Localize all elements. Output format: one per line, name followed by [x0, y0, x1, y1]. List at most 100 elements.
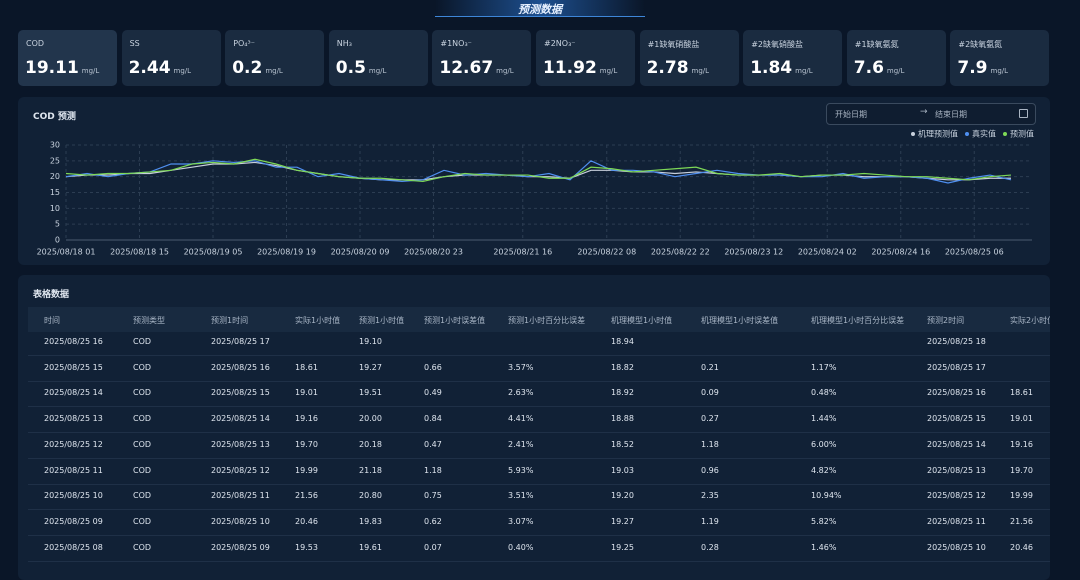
series-line	[65, 158, 1012, 183]
card-value: 0.2 mg/L	[232, 58, 283, 78]
metric-card: COD 19.11 mg/L	[18, 30, 117, 86]
card-number: 19.11	[25, 58, 79, 78]
table-header-cell: 机理模型1小时百分比误差	[811, 316, 905, 325]
table-cell: 1.19	[701, 516, 719, 526]
chart-panel	[18, 97, 1050, 265]
y-tick-label: 25	[50, 156, 60, 165]
legend-swatch	[965, 132, 969, 136]
table-cell: 0.07	[424, 542, 442, 552]
row-divider	[28, 355, 1050, 356]
card-label: NH₃	[336, 39, 353, 48]
table-cell: 2025/08/25 13	[927, 465, 986, 475]
x-tick-label: 2025/08/22 08	[577, 248, 636, 257]
table-cell: 2025/08/25 18	[927, 337, 986, 346]
table-cell: 2025/08/25 14	[211, 414, 270, 424]
card-value: 7.9 mg/L	[957, 58, 1008, 78]
table-cell: 19.70	[295, 439, 318, 449]
table-cell: 19.20	[611, 491, 634, 501]
card-number: 0.5	[335, 58, 366, 78]
table-header-cell: 预测1小时值	[359, 316, 405, 325]
card-label: #2缺氧硝酸盐	[751, 40, 803, 49]
metric-card: NH₃ 0.5 mg/L	[328, 30, 428, 86]
card-number: 1.84	[750, 58, 793, 78]
table-cell: COD	[133, 542, 152, 552]
table-cell: 2025/08/25 13	[211, 439, 270, 449]
y-tick-label: 5	[55, 220, 60, 229]
card-number: 0.2	[232, 58, 263, 78]
date-picker[interactable]	[826, 103, 1036, 125]
row-divider	[28, 457, 1050, 459]
table-cell: COD	[133, 516, 152, 526]
table-cell: 1.17%	[811, 362, 837, 372]
table-cell: 18.92	[611, 388, 634, 398]
card-label: COD	[26, 39, 45, 48]
table-cell: 19.16	[1010, 439, 1033, 449]
card-label: #1NO₃⁻	[440, 39, 472, 48]
table-cell: 10.94%	[811, 491, 842, 501]
table-cell: 1.18	[424, 465, 442, 475]
card-value: 19.11 mg/L	[25, 58, 99, 78]
legend-label: 真实值	[972, 129, 996, 139]
table-cell: 2025/08/25 09	[211, 542, 270, 552]
table-cell: 2.41%	[508, 439, 534, 449]
table-cell: 0.49	[424, 388, 442, 398]
table-header-cell: 实际2小时值	[1010, 316, 1050, 325]
start-date[interactable]: 开始日期	[835, 110, 867, 119]
x-tick-label: 2025/08/18 15	[110, 248, 169, 257]
table-cell: 2025/08/25 14	[44, 388, 103, 398]
table-cell: 20.80	[359, 491, 382, 501]
end-date[interactable]: 结束日期	[935, 110, 967, 119]
table-cell: 0.27	[701, 414, 719, 424]
metric-card: #1NO₃⁻ 12.67 mg/L	[432, 30, 532, 86]
header-title: 预测数据	[518, 3, 562, 16]
table-cell: 0.84	[424, 414, 442, 424]
table-cell: 2025/08/25 16	[927, 388, 986, 398]
table-cell: COD	[133, 414, 152, 424]
table-cell: 2025/08/25 11	[211, 491, 270, 501]
table-cell: 0.47	[424, 439, 442, 449]
card-unit: mg/L	[173, 67, 192, 75]
table-cell: 19.53	[295, 542, 318, 552]
table-cell: 0.28	[701, 542, 719, 552]
table-cell: 1.18	[701, 439, 719, 449]
calendar-icon[interactable]	[1019, 109, 1028, 118]
legend-swatch	[1003, 132, 1007, 136]
table-cell: 2025/08/25 10	[927, 542, 986, 552]
card-value: 2.44 mg/L	[129, 58, 191, 78]
table-cell: 2025/08/25 16	[44, 337, 103, 346]
card-unit: mg/L	[265, 67, 283, 75]
table-cell: 2025/08/25 16	[211, 362, 270, 372]
table-cell: 0.48%	[811, 388, 837, 398]
table-cell: 18.94	[611, 337, 634, 346]
table-cell: 19.99	[295, 465, 318, 475]
table-cell: 2025/08/25 08	[44, 542, 103, 552]
arrow-icon: →	[920, 107, 928, 117]
metric-card: SS 2.44 mg/L	[121, 30, 221, 86]
table-cell: 19.25	[611, 542, 634, 552]
table-cell: 19.61	[359, 542, 382, 552]
metric-card: #2缺氧硝酸盐 1.84 mg/L	[743, 30, 843, 86]
table-cell: 2025/08/25 12	[927, 491, 986, 501]
table-cell: 5.82%	[811, 516, 837, 526]
table-header-band	[28, 307, 1050, 332]
table-cell: 2025/08/25 11	[44, 465, 103, 475]
table-cell: 2025/08/25 14	[927, 439, 986, 449]
table-cell: 2025/08/25 17	[211, 337, 270, 346]
table-title: 表格数据	[33, 290, 70, 300]
card-number: 2.78	[646, 58, 689, 78]
x-tick-label: 2025/08/24 16	[871, 248, 930, 257]
card-value: 1.84 mg/L	[750, 58, 812, 78]
table-cell: 2025/08/25 09	[44, 516, 103, 526]
legend-label: 机理预测值	[918, 129, 958, 139]
card-unit: mg/L	[990, 67, 1009, 75]
table-cell: 19.01	[295, 388, 318, 398]
table-cell: 2025/08/25 10	[211, 516, 270, 526]
table-cell: 3.57%	[508, 362, 534, 372]
table-cell: 3.07%	[508, 516, 534, 526]
card-number: 2.44	[128, 58, 171, 78]
table-cell: COD	[133, 465, 152, 475]
card-label: #1缺氧硝酸盐	[647, 40, 700, 49]
row-divider	[28, 380, 1050, 382]
row-divider	[28, 560, 1050, 562]
